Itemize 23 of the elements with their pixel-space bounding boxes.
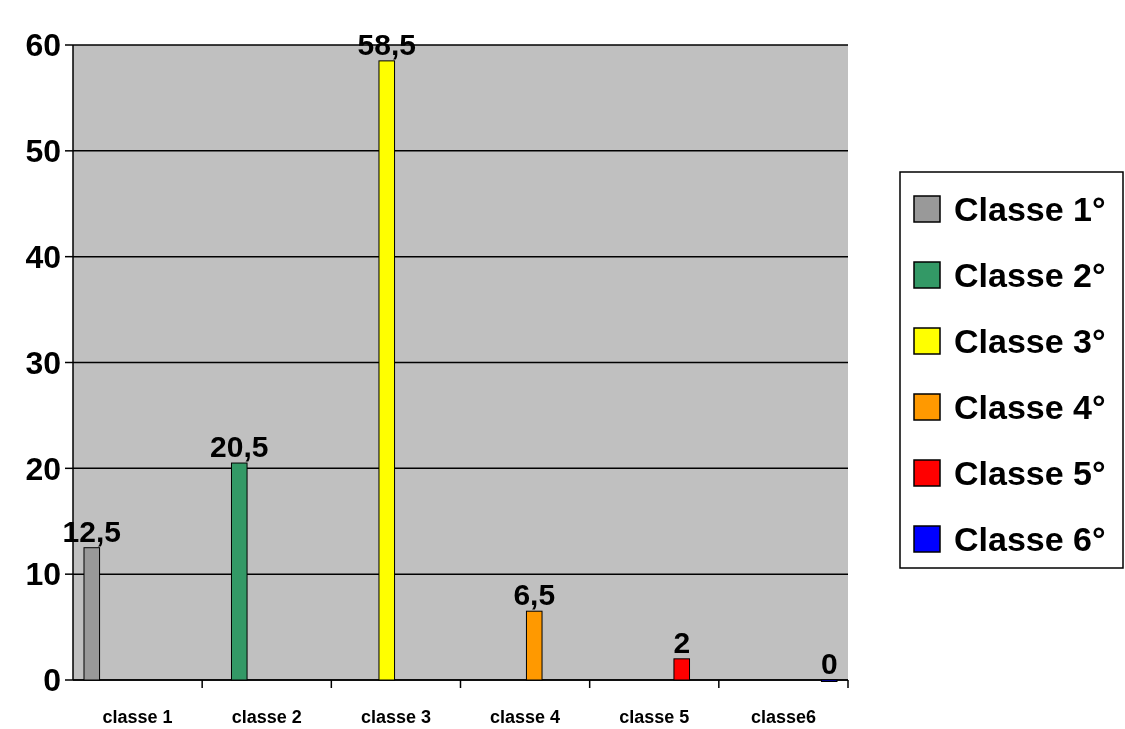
y-tick-label: 0: [43, 662, 61, 699]
legend-label: Classe 2°: [954, 255, 1106, 294]
y-tick-label: 10: [25, 556, 61, 593]
y-tick-label: 50: [25, 133, 61, 170]
data-label: 2: [673, 625, 691, 659]
y-tick-label: 20: [25, 450, 61, 487]
y-tick-label: 40: [25, 238, 61, 275]
y-tick-label: 30: [25, 344, 61, 381]
legend-label: Classe 1°: [954, 189, 1106, 228]
x-tick-label: classe 1: [102, 707, 173, 727]
y-tick-label: 60: [25, 27, 61, 64]
x-tick-label: classe 5: [619, 707, 690, 727]
legend-label: Classe 6°: [954, 519, 1106, 558]
legend-label: Classe 5°: [954, 453, 1106, 492]
data-label: 20,5: [210, 430, 269, 464]
x-tick-label: classe6: [750, 707, 816, 727]
legend-label: Classe 3°: [954, 321, 1106, 360]
x-tick-label: classe 3: [360, 707, 431, 727]
legend-label: Classe 4°: [954, 387, 1106, 426]
x-tick-label: classe 2: [231, 707, 302, 727]
data-label: 0: [820, 647, 838, 680]
x-tick-label: classe 4: [490, 707, 561, 727]
data-label: 6,5: [513, 578, 556, 612]
